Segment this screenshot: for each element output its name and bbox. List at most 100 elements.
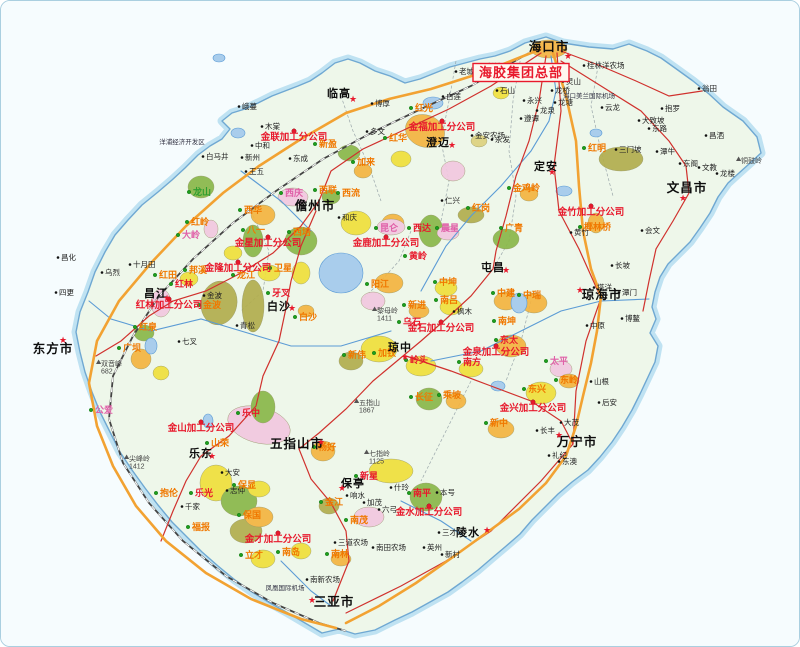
town-label: 昌洒 bbox=[709, 131, 724, 140]
mountain-label: 五指山 bbox=[359, 398, 380, 407]
misc-label: 海口美兰国际机场 bbox=[563, 91, 616, 100]
expressway bbox=[87, 47, 543, 630]
farm-label: 山荣 bbox=[211, 437, 230, 448]
labels: 长流老城白莲石山永兴龙桥龙塘龙泉遵谭云龙灵山三门坡大致坡桂林洋农场金安农场永发仁… bbox=[33, 39, 762, 609]
farm-dot bbox=[268, 266, 273, 271]
star-icon: ★ bbox=[317, 437, 325, 447]
farm-dot bbox=[196, 303, 201, 308]
farm-dot bbox=[279, 190, 284, 195]
farm-dot bbox=[188, 491, 193, 496]
farm-label: 红林 bbox=[175, 278, 194, 289]
processor-label: 金隆加工分公司 bbox=[204, 262, 272, 274]
town-label: 新村 bbox=[445, 549, 460, 559]
town-label: 中和 bbox=[255, 140, 270, 150]
river bbox=[280, 560, 332, 607]
farm-dot bbox=[499, 225, 504, 230]
county-border bbox=[340, 95, 382, 202]
town-dot bbox=[519, 117, 523, 120]
processor-label: 金星加工分公司 bbox=[234, 237, 302, 249]
town-label: 和庆 bbox=[342, 212, 357, 222]
farm-dot bbox=[237, 207, 242, 212]
farm-dot bbox=[319, 500, 324, 505]
farm-dot bbox=[152, 273, 157, 278]
mountain-icon bbox=[354, 398, 360, 403]
star-icon: ★ bbox=[59, 335, 67, 345]
town-dot bbox=[362, 501, 366, 504]
processor-label: 金联加工分公司 bbox=[260, 131, 328, 143]
farm-dot bbox=[407, 225, 412, 230]
farm-label: 红华 bbox=[389, 132, 407, 143]
farm-dot bbox=[407, 491, 412, 496]
farm-dot bbox=[182, 268, 187, 273]
farm-label: 邦溪 bbox=[189, 264, 208, 275]
processor-dot bbox=[166, 296, 172, 302]
farm-dot bbox=[492, 319, 497, 324]
star-icon: ★ bbox=[338, 483, 346, 493]
county-label: 定安 bbox=[534, 159, 558, 173]
town-label: 三道农场 bbox=[338, 537, 368, 547]
star-icon: ★ bbox=[576, 285, 584, 295]
farm-label: 中坤 bbox=[439, 276, 457, 287]
farm-label: 岭头 bbox=[410, 354, 428, 365]
river bbox=[240, 170, 312, 232]
town-label: 永发 bbox=[495, 134, 510, 144]
farm-label: 大岭 bbox=[182, 229, 200, 240]
farm-region bbox=[353, 506, 385, 528]
farm-dot bbox=[397, 320, 402, 325]
city-label: 东方市 bbox=[33, 341, 74, 356]
farm-dot bbox=[336, 190, 341, 195]
town-dot bbox=[377, 508, 381, 511]
farm-label: 金波 bbox=[202, 299, 222, 310]
farm-region bbox=[179, 271, 199, 287]
farm-dot bbox=[544, 359, 549, 364]
town-label: 响水 bbox=[350, 490, 365, 500]
lake bbox=[555, 185, 573, 197]
town-dot bbox=[260, 125, 264, 128]
town-dot bbox=[452, 310, 456, 313]
town-label: 千家 bbox=[185, 501, 200, 511]
farm-label: 白沙 bbox=[299, 311, 317, 322]
town-dot bbox=[470, 134, 474, 137]
farm-label: 东岭 bbox=[560, 374, 578, 385]
city-label: 三亚市 bbox=[314, 594, 355, 609]
processor-label: 金才加工分公司 bbox=[244, 533, 312, 545]
farm-region bbox=[150, 288, 172, 318]
hq-label: 海胶集团总部 bbox=[479, 65, 563, 80]
town-dot bbox=[305, 578, 309, 581]
town-label: 塔洋 bbox=[597, 282, 612, 292]
town-label: 峨蔓 bbox=[242, 101, 257, 111]
farm-label: 东兴 bbox=[528, 383, 546, 394]
farm-dot bbox=[409, 105, 414, 110]
town-label: 中原 bbox=[590, 320, 605, 330]
town-dot bbox=[569, 231, 573, 234]
main-road bbox=[405, 355, 574, 445]
town-dot bbox=[237, 105, 241, 108]
farm-region bbox=[200, 280, 238, 326]
town-dot bbox=[585, 324, 589, 327]
city-label: 五指山市 bbox=[270, 436, 324, 451]
mountain-elevation: 1125 bbox=[369, 459, 384, 466]
town-label: 仁兴 bbox=[445, 195, 460, 205]
town-dot bbox=[365, 130, 369, 133]
farm-dot bbox=[266, 291, 271, 296]
town-label: 灵山 bbox=[566, 76, 581, 86]
farm-dot bbox=[507, 185, 512, 190]
town-dot bbox=[56, 256, 60, 259]
town-label: 什玲 bbox=[394, 482, 409, 492]
town-label: 龙桥 bbox=[555, 85, 570, 95]
farm-region bbox=[340, 210, 372, 236]
town-label: 博鳌 bbox=[625, 313, 640, 323]
town-dot bbox=[660, 107, 664, 110]
farm-dot bbox=[517, 293, 522, 298]
town-label: 潭牛 bbox=[660, 146, 675, 156]
star-icon: ★ bbox=[308, 595, 316, 605]
farm-region bbox=[458, 360, 484, 378]
mountain-icon bbox=[736, 156, 742, 161]
farm-dot bbox=[372, 351, 377, 356]
farm-label: 红明 bbox=[588, 142, 606, 153]
processor-dot bbox=[383, 234, 389, 240]
town-label: 木棠 bbox=[265, 121, 280, 131]
town-dot bbox=[422, 546, 426, 549]
expressway bbox=[344, 51, 603, 625]
mountain-icon bbox=[96, 359, 102, 364]
